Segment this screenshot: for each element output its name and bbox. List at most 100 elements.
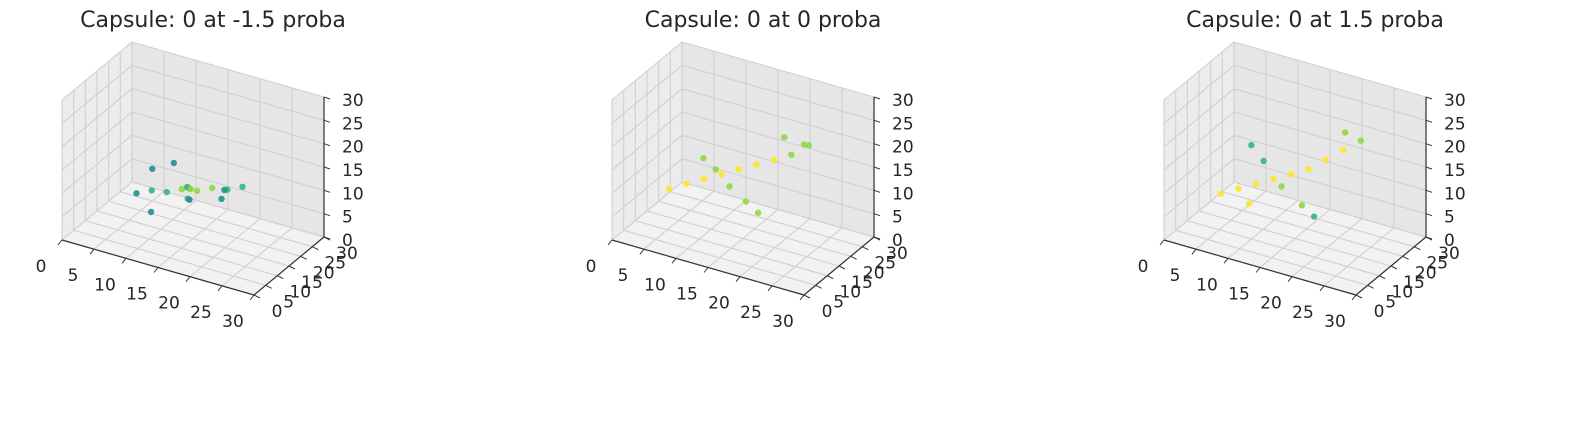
- x-tick-mark: [639, 248, 645, 255]
- x-tick-mark: [249, 294, 255, 301]
- subplot-title: Capsule: 0 at 1.5 proba: [1186, 8, 1444, 33]
- y-tick-label: 0: [272, 302, 283, 322]
- grid-line: [61, 64, 133, 124]
- y-tick-mark: [1414, 246, 1421, 251]
- x-tick-label: 20: [158, 294, 180, 314]
- data-point: [735, 166, 743, 173]
- grid-line: [131, 41, 325, 98]
- x-tick-label: 20: [1260, 294, 1282, 314]
- x-tick-mark: [1287, 276, 1293, 283]
- z-tick-mark: [1425, 213, 1433, 217]
- data-point: [683, 180, 690, 188]
- data-point: [1341, 129, 1349, 136]
- x-tick-label: 5: [1170, 266, 1181, 286]
- y-tick-label: 15: [1403, 273, 1425, 293]
- subplot-title: Capsule: 0 at 0 proba: [645, 8, 882, 33]
- y-tick-mark: [803, 294, 811, 299]
- x-tick-label: 10: [644, 275, 666, 295]
- y-tick-label: 25: [324, 254, 346, 274]
- y-tick-mark: [265, 284, 272, 289]
- z-tick-label: 15: [342, 161, 364, 181]
- y-tick-mark: [862, 246, 869, 251]
- z-tick-mark: [873, 96, 881, 100]
- z-tick-mark: [873, 213, 881, 217]
- z-tick-mark: [1425, 96, 1433, 100]
- grid-line: [1222, 191, 1415, 248]
- z-tick-label: 0: [342, 231, 353, 251]
- data-point: [1298, 202, 1306, 209]
- data-point: [221, 186, 228, 194]
- z-tick-label: 0: [1444, 231, 1455, 251]
- grid-line: [1233, 181, 1427, 238]
- grid-line: [670, 191, 863, 248]
- data-point: [718, 171, 725, 178]
- y-tick-label: 15: [851, 273, 873, 293]
- x-tick-mark: [89, 248, 95, 255]
- x-tick-mark: [1351, 294, 1357, 301]
- x-tick-mark: [153, 267, 159, 273]
- z-tick-label: 20: [342, 138, 364, 158]
- z-tick-label: 30: [892, 91, 914, 111]
- x-tick-label: 15: [676, 285, 698, 305]
- z-tick-mark: [323, 96, 331, 100]
- data-point: [193, 187, 201, 195]
- y-tick-label: 30: [336, 244, 358, 264]
- data-point: [1252, 180, 1260, 187]
- z-tick-mark: [323, 166, 331, 170]
- data-point: [186, 196, 193, 203]
- x-tick-mark: [1191, 248, 1197, 255]
- y-tick-label: 25: [874, 254, 896, 274]
- y-tick-mark: [1379, 275, 1386, 280]
- data-point: [700, 175, 708, 183]
- z-tick-mark: [873, 119, 881, 123]
- grid-line: [131, 64, 325, 121]
- data-point: [800, 141, 808, 148]
- y-tick-label: 5: [283, 292, 294, 312]
- data-point: [726, 183, 733, 190]
- data-point: [147, 208, 155, 216]
- y-tick-label: 30: [1438, 244, 1460, 264]
- z-tick-label: 25: [892, 114, 914, 134]
- data-point: [1270, 175, 1277, 183]
- data-point: [753, 161, 760, 168]
- y-tick-label: 5: [1385, 292, 1396, 312]
- y-tick-label: 0: [822, 302, 833, 322]
- z-tick-label: 5: [892, 208, 903, 228]
- data-point: [1248, 141, 1255, 149]
- subplot-3: 0 5 10 15 20 25 30 0 51015202530051015202530Caps…: [1138, 8, 1466, 332]
- y-tick-mark: [1355, 294, 1363, 299]
- y-tick-mark: [300, 255, 307, 260]
- x-tick-label: 25: [740, 303, 762, 323]
- data-point: [700, 155, 707, 162]
- x-tick-mark: [1159, 239, 1165, 246]
- data-point: [1260, 157, 1267, 165]
- y-tick-mark: [1367, 284, 1374, 289]
- grid-line: [681, 41, 875, 98]
- x-tick-mark: [1319, 285, 1325, 292]
- z-tick-label: 5: [1444, 208, 1455, 228]
- y-tick-mark: [850, 255, 857, 260]
- data-point: [788, 151, 795, 158]
- y-tick-mark: [312, 246, 319, 251]
- x-tick-mark: [1255, 267, 1261, 273]
- subplot-1: 0 5 10 15 20 25 30 0 51015202530051015202530Caps…: [36, 8, 364, 332]
- grid-line: [1233, 64, 1427, 121]
- data-point: [149, 165, 156, 172]
- z-tick-mark: [1425, 119, 1433, 123]
- data-point: [712, 166, 719, 173]
- x-tick-label: 30: [1324, 312, 1346, 332]
- z-tick-label: 0: [892, 231, 903, 251]
- z-tick-mark: [323, 143, 331, 147]
- data-point: [1245, 200, 1253, 207]
- data-point: [133, 190, 140, 197]
- z-tick-label: 25: [1444, 114, 1466, 134]
- data-point: [665, 185, 673, 193]
- grid-line: [1163, 64, 1235, 124]
- y-tick-label: 20: [313, 263, 335, 283]
- y-tick-label: 15: [301, 273, 323, 293]
- z-tick-label: 10: [1444, 184, 1466, 204]
- grid-line: [1163, 41, 1235, 101]
- z-tick-mark: [1425, 166, 1433, 170]
- z-tick-label: 20: [1444, 138, 1466, 158]
